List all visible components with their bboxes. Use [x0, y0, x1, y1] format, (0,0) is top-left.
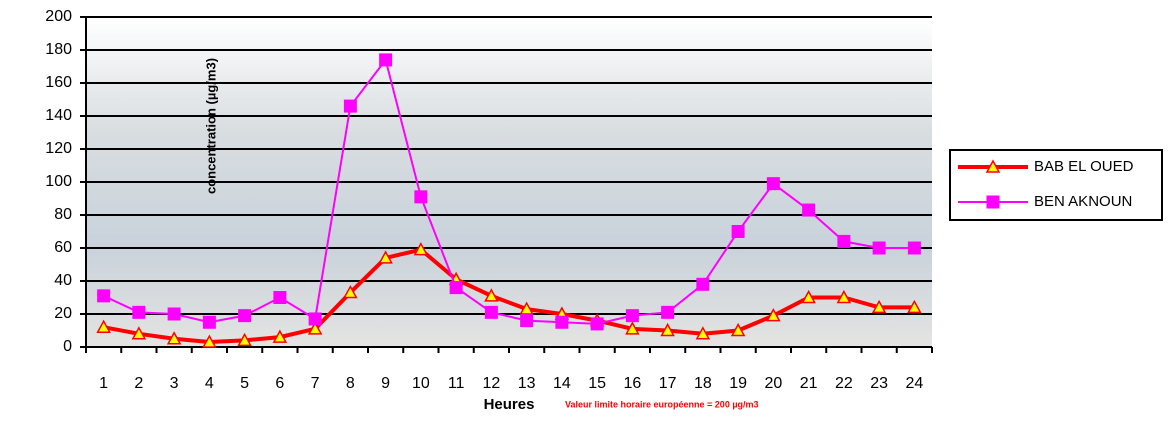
x-tick-label: 6	[275, 375, 284, 392]
data-point	[661, 305, 675, 319]
data-point	[801, 289, 816, 304]
y-tick-label: 60	[54, 239, 72, 256]
x-tick-label: 5	[240, 375, 249, 392]
data-point	[731, 225, 745, 238]
x-tick-label: 23	[870, 375, 888, 392]
data-point	[307, 321, 323, 335]
legend	[949, 149, 1163, 221]
data-point	[766, 177, 780, 191]
series-line	[103, 247, 915, 345]
data-point	[131, 326, 147, 340]
x-tick-label: 4	[205, 375, 214, 392]
x-tick-label: 11	[448, 375, 465, 392]
data-point	[590, 317, 604, 331]
data-point	[343, 284, 358, 299]
data-point	[837, 234, 851, 248]
data-point	[378, 250, 393, 264]
note: Valeur limite horaire européenne = 200 µ…	[565, 399, 759, 409]
x-tick-label: 22	[835, 375, 853, 392]
data-point	[520, 314, 534, 328]
data-point	[519, 301, 534, 315]
data-point	[273, 291, 287, 304]
data-point	[555, 315, 569, 329]
data-point	[660, 322, 675, 337]
data-point	[414, 190, 428, 204]
data-point	[202, 315, 216, 329]
data-point	[238, 309, 252, 323]
data-point	[625, 321, 640, 335]
x-tick-label: 19	[729, 375, 747, 392]
data-point	[696, 277, 710, 291]
y-tick-label: 140	[45, 107, 72, 124]
data-point	[625, 309, 639, 323]
x-tick-label: 21	[800, 375, 818, 392]
x-tick-label: 18	[694, 375, 712, 392]
data-point	[449, 281, 463, 295]
x-tick-label: 14	[553, 375, 571, 392]
x-tick-label: 10	[412, 375, 430, 392]
data-point	[872, 241, 886, 255]
data-point	[272, 329, 288, 343]
y-tick-label: 20	[54, 305, 72, 322]
data-point	[343, 99, 357, 113]
data-point	[167, 307, 181, 321]
y-tick-label: 200	[45, 8, 72, 25]
y-tick-label: 40	[54, 272, 72, 289]
x-tick-label: 15	[588, 375, 606, 392]
x-tick-label: 7	[311, 375, 320, 392]
data-point	[871, 299, 887, 314]
data-point	[730, 322, 746, 337]
data-point	[802, 203, 816, 217]
x-tick-label: 3	[170, 375, 179, 392]
y-tick-label: 180	[45, 41, 72, 58]
data-point	[166, 331, 182, 345]
x-tick-label: 8	[346, 375, 355, 392]
x-tick-label: 20	[764, 375, 782, 392]
data-point	[484, 305, 498, 319]
x-axis-label: Heures	[484, 396, 535, 413]
legend-marker	[985, 159, 1001, 173]
data-point	[484, 288, 499, 302]
legend-label: BEN AKNOUN	[1034, 193, 1132, 210]
legend-label: BAB EL OUED	[1034, 158, 1134, 175]
data-point	[202, 334, 217, 348]
data-point	[237, 332, 252, 347]
y-tick-label: 160	[45, 74, 72, 91]
x-tick-label: 2	[134, 375, 143, 392]
x-tick-label: 1	[99, 375, 108, 392]
data-point	[379, 53, 393, 67]
data-point	[907, 241, 921, 255]
data-point	[132, 305, 146, 319]
data-point	[96, 319, 111, 333]
data-point	[413, 242, 429, 256]
y-tick-label: 0	[63, 338, 72, 355]
data-point	[836, 289, 852, 304]
y-tick-label: 100	[45, 173, 72, 190]
x-tick-label: 24	[905, 375, 923, 392]
y-axis-label: concentration (µg/m3)	[203, 58, 218, 194]
data-point	[97, 289, 111, 303]
data-point	[766, 308, 781, 322]
x-tick-label: 17	[659, 375, 677, 392]
x-tick-label: 13	[518, 375, 536, 392]
data-point	[308, 312, 322, 326]
y-tick-label: 120	[45, 140, 72, 157]
y-tick-label: 80	[54, 206, 72, 223]
data-point	[695, 326, 711, 340]
data-point	[907, 299, 922, 314]
legend-marker	[986, 195, 1000, 209]
x-tick-label: 16	[623, 375, 641, 392]
x-tick-label: 12	[482, 375, 500, 392]
x-tick-label: 9	[381, 375, 390, 392]
